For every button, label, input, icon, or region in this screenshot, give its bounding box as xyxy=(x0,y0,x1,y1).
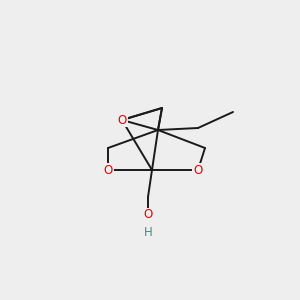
Text: H: H xyxy=(144,226,152,238)
Text: O: O xyxy=(194,164,202,176)
Text: O: O xyxy=(143,208,153,221)
Text: O: O xyxy=(117,113,127,127)
Text: O: O xyxy=(103,164,112,176)
